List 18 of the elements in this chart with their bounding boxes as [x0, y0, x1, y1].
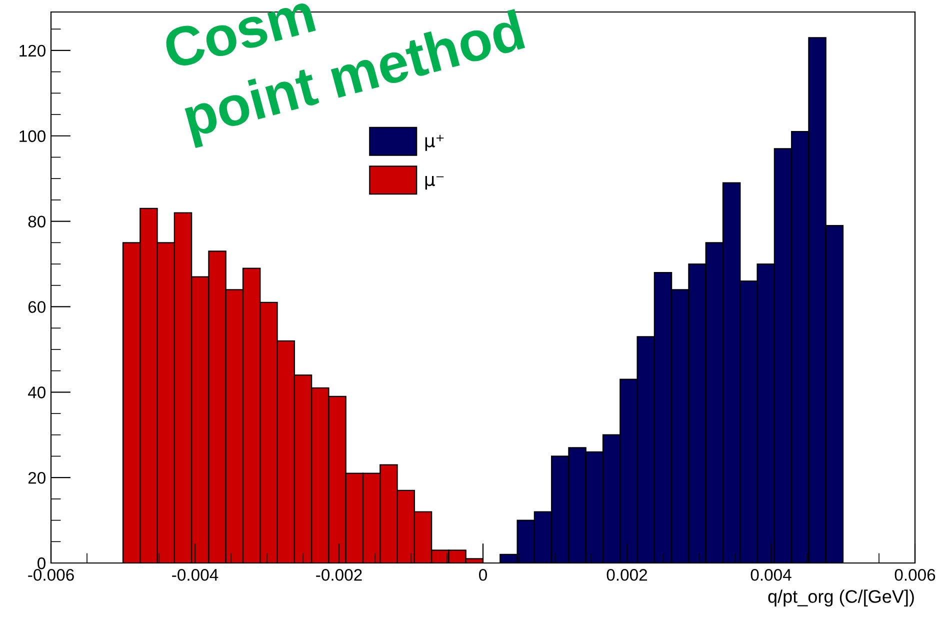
- y-tick-label: 80: [28, 216, 46, 228]
- y-tick-label: 0: [38, 557, 46, 570]
- y-tick-label: 40: [28, 386, 46, 398]
- x-tick-label: 0.002: [606, 568, 648, 581]
- y-tick-label: 60: [28, 301, 46, 313]
- legend-label: μ⁻: [425, 176, 444, 190]
- x-tick-label: -0.002: [316, 568, 362, 581]
- x-tick-label: 0.006: [894, 568, 936, 581]
- x-tick-label: -0.006: [28, 568, 74, 581]
- y-tick-label: 100: [20, 130, 46, 142]
- x-axis-title: q/pt_org (C/[GeV]): [768, 590, 914, 606]
- x-tick-label: -0.004: [172, 568, 218, 581]
- x-tick-label: 0: [479, 568, 487, 581]
- y-tick-label: 120: [20, 44, 46, 57]
- legend-label: μ⁺: [425, 134, 444, 151]
- annotation: Cosm: [162, 0, 316, 70]
- y-tick-label: 20: [28, 472, 46, 484]
- x-tick-label: 0.004: [750, 568, 792, 581]
